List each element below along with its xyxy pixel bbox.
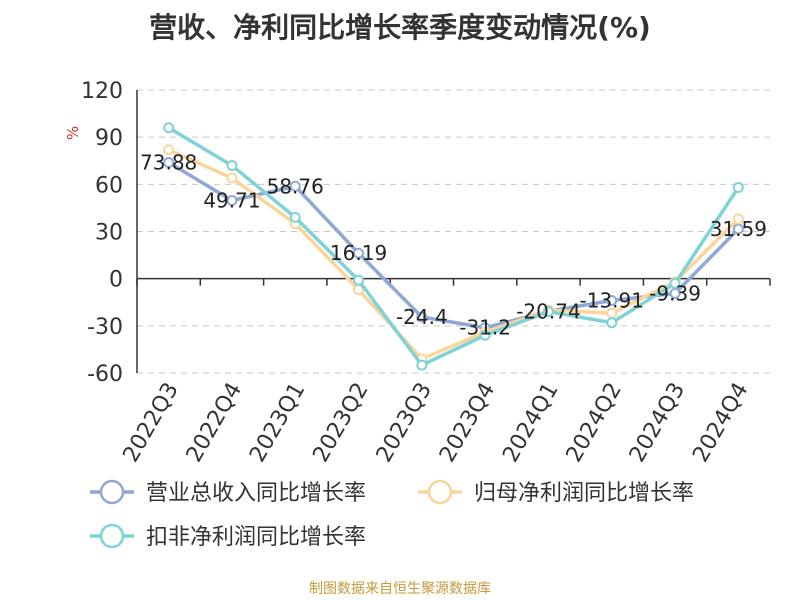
series-1-point bbox=[606, 295, 618, 307]
data-label: -20.74 bbox=[516, 299, 580, 323]
data-label: -13.91 bbox=[580, 289, 644, 313]
y-axis-label: % bbox=[64, 126, 82, 140]
x-tick-label: 2022Q3 bbox=[119, 379, 184, 467]
series-line-3 bbox=[167, 126, 740, 367]
series-line-2 bbox=[167, 148, 740, 361]
series-3-point bbox=[606, 317, 618, 329]
series-3-point bbox=[669, 277, 681, 289]
data-label: 73.88 bbox=[140, 151, 197, 175]
data-label: 16.19 bbox=[330, 241, 387, 265]
series-1-point bbox=[416, 311, 428, 323]
legend-label: 营业总收入同比增长率 bbox=[146, 481, 366, 506]
y-tick-label: 90 bbox=[95, 126, 123, 151]
series-3-point bbox=[163, 122, 175, 134]
x-tick-label: 2022Q4 bbox=[182, 379, 247, 467]
x-tick-label: 2024Q2 bbox=[562, 379, 627, 467]
series-3-point bbox=[542, 306, 554, 318]
y-tick-label: -60 bbox=[87, 362, 123, 387]
chart-title: 营收、净利同比增长率季度变动情况(%) bbox=[149, 11, 651, 44]
y-tick-label: 0 bbox=[109, 268, 123, 293]
x-tick-label: 2023Q3 bbox=[372, 378, 437, 466]
series-2-point bbox=[226, 172, 238, 184]
legend-marker bbox=[427, 479, 453, 505]
legend-marker bbox=[99, 523, 125, 549]
series-3-point bbox=[732, 181, 744, 193]
series-2-point bbox=[732, 213, 744, 225]
x-tick-label: 2024Q1 bbox=[498, 379, 563, 467]
series-2-point bbox=[163, 144, 175, 156]
data-label: 49.71 bbox=[203, 189, 260, 213]
data-label: -24.4 bbox=[396, 305, 448, 329]
y-tick-label: 30 bbox=[95, 221, 123, 246]
series-3-point bbox=[416, 359, 428, 371]
series-1-point bbox=[226, 195, 238, 207]
x-tick-label: 2024Q3 bbox=[625, 379, 690, 467]
data-label: 31.59 bbox=[710, 217, 767, 241]
series-1-point bbox=[289, 180, 301, 192]
source-note: 制图数据来自恒生聚源数据库 bbox=[309, 581, 491, 597]
y-tick-label: 120 bbox=[81, 79, 123, 104]
series-1-point bbox=[732, 223, 744, 235]
y-tick-label: -30 bbox=[87, 315, 123, 340]
legend-marker bbox=[99, 479, 125, 505]
x-tick-label: 2024Q4 bbox=[688, 379, 753, 467]
series-3-point bbox=[226, 159, 238, 171]
series-1-point bbox=[353, 247, 365, 259]
series-3-point bbox=[479, 329, 491, 341]
legend-label: 扣非净利润同比增长率 bbox=[146, 525, 366, 550]
legend-label: 归母净利润同比增长率 bbox=[474, 481, 694, 506]
series-3-point bbox=[353, 274, 365, 286]
series-1-point bbox=[163, 157, 175, 169]
series-3-point bbox=[289, 211, 301, 223]
y-tick-label: 60 bbox=[95, 173, 123, 198]
data-label: -9.39 bbox=[649, 281, 701, 305]
data-label: -31.2 bbox=[459, 316, 511, 340]
x-tick-label: 2023Q1 bbox=[245, 379, 310, 467]
series-1-point bbox=[669, 287, 681, 299]
data-label: 58.76 bbox=[267, 174, 324, 198]
x-tick-label: 2023Q4 bbox=[435, 379, 500, 467]
x-tick-label: 2023Q2 bbox=[308, 379, 373, 467]
